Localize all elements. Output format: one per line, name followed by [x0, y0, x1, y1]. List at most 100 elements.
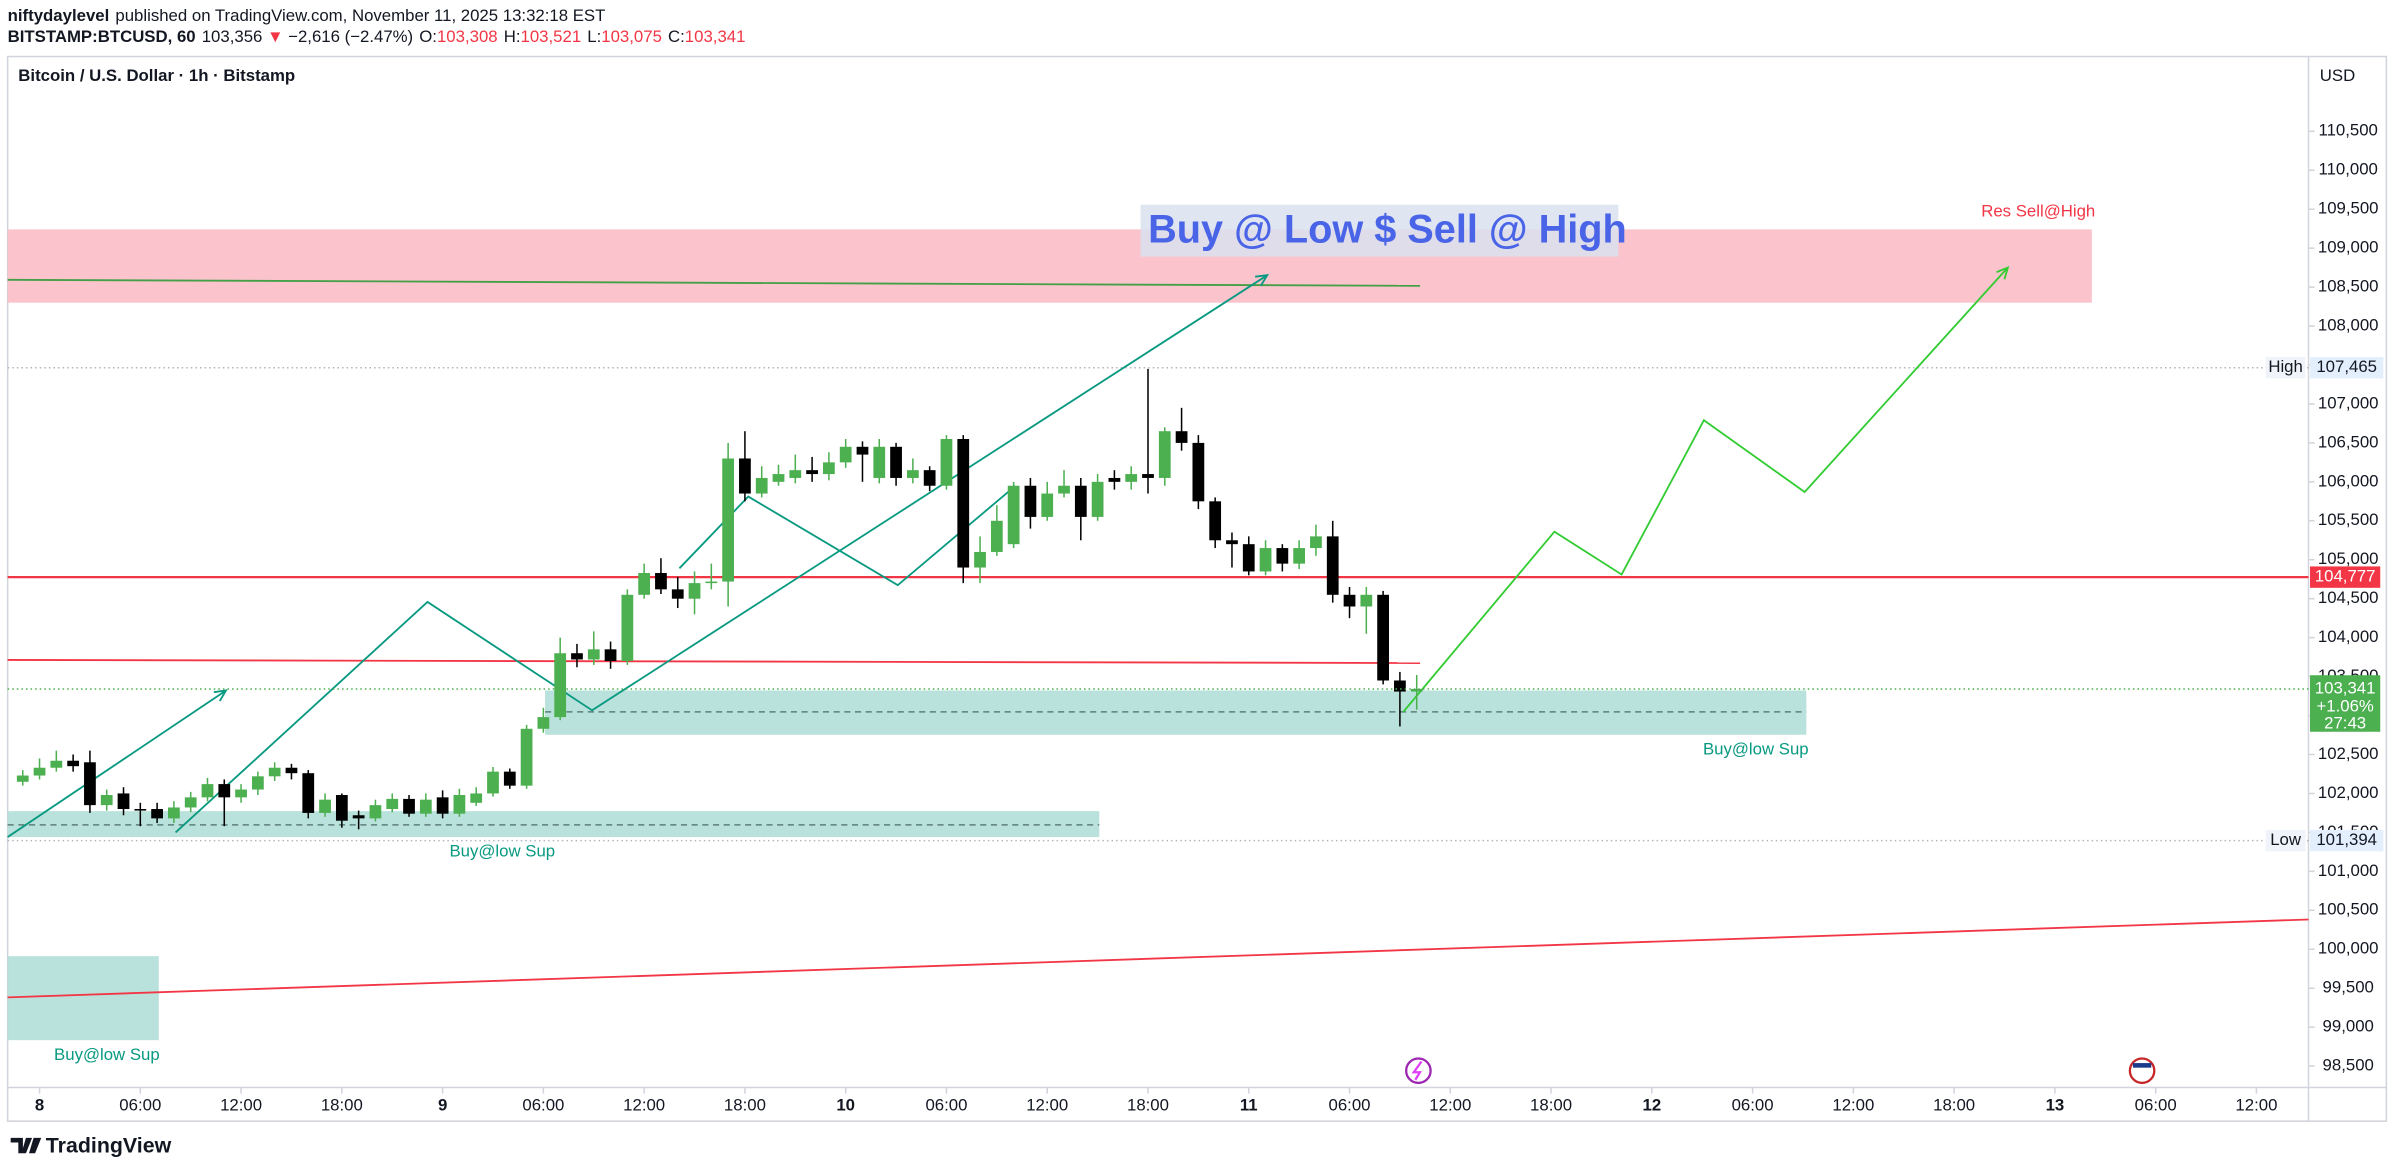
candle-body: [352, 815, 365, 819]
event-icon[interactable]: [1405, 1057, 1432, 1085]
candle-body: [772, 474, 785, 482]
flag-icon[interactable]: [2128, 1057, 2156, 1085]
candle-body: [67, 760, 80, 767]
y-tick-label: 99,000: [2323, 1017, 2374, 1036]
ohlc-label: L:: [587, 28, 601, 47]
candle-body: [453, 795, 466, 814]
candle-body: [906, 470, 919, 478]
y-tick-label: 107,000: [2318, 393, 2379, 412]
candle-body: [1326, 536, 1339, 595]
candle-body: [823, 462, 835, 475]
last-price-tag: [2310, 675, 2381, 732]
x-tick-label: 13: [2046, 1095, 2065, 1114]
candle-body: [268, 767, 281, 777]
candle-body: [1108, 477, 1121, 482]
y-tick-label: 109,500: [2318, 199, 2379, 218]
support-label: Buy@low Sup: [449, 842, 555, 861]
trend-line: [7, 278, 1421, 287]
ohlc-label: O:: [419, 28, 437, 47]
arrow-head: [213, 689, 228, 702]
brand: TradingView: [46, 1134, 172, 1158]
candle-body: [151, 809, 163, 819]
candle-body: [1058, 485, 1070, 494]
y-tick-label: 105,500: [2318, 510, 2379, 529]
y-tick-label: 100,000: [2318, 939, 2379, 958]
currency: USD: [2320, 66, 2355, 85]
level-value-box: [2310, 357, 2384, 379]
y-tick-label: 102,500: [2318, 744, 2379, 763]
resistance-label: Res Sell@High: [1981, 202, 2095, 221]
x-tick-label: 06:00: [2135, 1095, 2177, 1114]
candle-body: [1041, 493, 1054, 517]
candle-body: [957, 439, 970, 568]
candle-body: [671, 589, 684, 599]
y-tick-label: 106,500: [2318, 432, 2379, 451]
candle-body: [1226, 540, 1238, 545]
candle-body: [419, 799, 432, 814]
event-icon-bolt: [1411, 1060, 1423, 1081]
x-tick-label: 18:00: [1530, 1095, 1572, 1114]
zone: [7, 956, 159, 1041]
candle-body: [604, 649, 617, 662]
candle-body: [1394, 680, 1406, 692]
candle-body: [436, 797, 449, 814]
x-tick-label: 8: [35, 1095, 44, 1114]
candle-body: [722, 458, 735, 582]
support-label: Buy@low Sup: [1703, 739, 1809, 758]
trend-line: [678, 485, 1016, 587]
y-tick-label: 99,500: [2323, 978, 2374, 997]
level-value: 107,465: [2316, 357, 2377, 376]
ohlc-value: 103,308: [437, 28, 498, 47]
flag-icon-part: [2132, 1063, 2152, 1068]
level-name-box: [2265, 829, 2306, 852]
trend-line: [174, 274, 1268, 834]
zone: [7, 229, 2092, 303]
candle-body: [1158, 431, 1171, 478]
frame: [6, 55, 2388, 1122]
candle-body: [1024, 485, 1037, 517]
candle-body: [940, 439, 953, 486]
candle-body: [755, 477, 768, 494]
candle-body: [251, 776, 264, 790]
trend-line: [7, 659, 1421, 664]
candle-body: [705, 581, 718, 584]
candle-body: [319, 799, 331, 813]
candle-body: [1175, 431, 1188, 443]
y-tick-label: 110,000: [2318, 160, 2377, 179]
last-price-countdown: 27:43: [2324, 714, 2366, 733]
x-tick-label: 06:00: [119, 1095, 161, 1114]
candle-body: [1259, 548, 1272, 572]
headline: Buy @ Low $ Sell @ High: [1148, 208, 1627, 252]
y-tick-label: 109,000: [2318, 238, 2379, 257]
candle-body: [1410, 688, 1423, 692]
trend-line: [7, 918, 2309, 999]
candle-body: [1310, 536, 1322, 549]
candle-body: [739, 458, 751, 494]
candle-body: [84, 762, 96, 806]
x-tick-label: 06:00: [522, 1095, 564, 1114]
candle-body: [403, 798, 415, 814]
x-tick-label: 06:00: [925, 1095, 967, 1114]
symbol: BITSTAMP:BTCUSD, 60: [8, 28, 196, 47]
candle-body: [923, 470, 936, 486]
candle-body: [302, 773, 315, 813]
candle-body: [571, 653, 583, 660]
candle-body: [587, 649, 600, 660]
candle-body: [1192, 442, 1205, 502]
candle-body: [537, 717, 550, 729]
published: published on TradingView.com, November 1…: [115, 6, 605, 25]
level-name: Low: [2270, 830, 2302, 849]
candle-body: [1242, 544, 1255, 572]
candle-body: [856, 446, 869, 455]
x-tick-label: 9: [438, 1095, 447, 1114]
candle-body: [1091, 481, 1104, 517]
trend-line: [7, 689, 227, 838]
y-tick-label: 100,500: [2318, 900, 2379, 919]
ohlc-value: 103,075: [601, 28, 662, 47]
y-tick-label: 110,500: [2318, 121, 2377, 140]
x-tick-label: 18:00: [1127, 1095, 1169, 1114]
candle-body: [638, 572, 651, 595]
author: niftydaylevel: [8, 6, 110, 25]
candle-body: [470, 793, 483, 803]
